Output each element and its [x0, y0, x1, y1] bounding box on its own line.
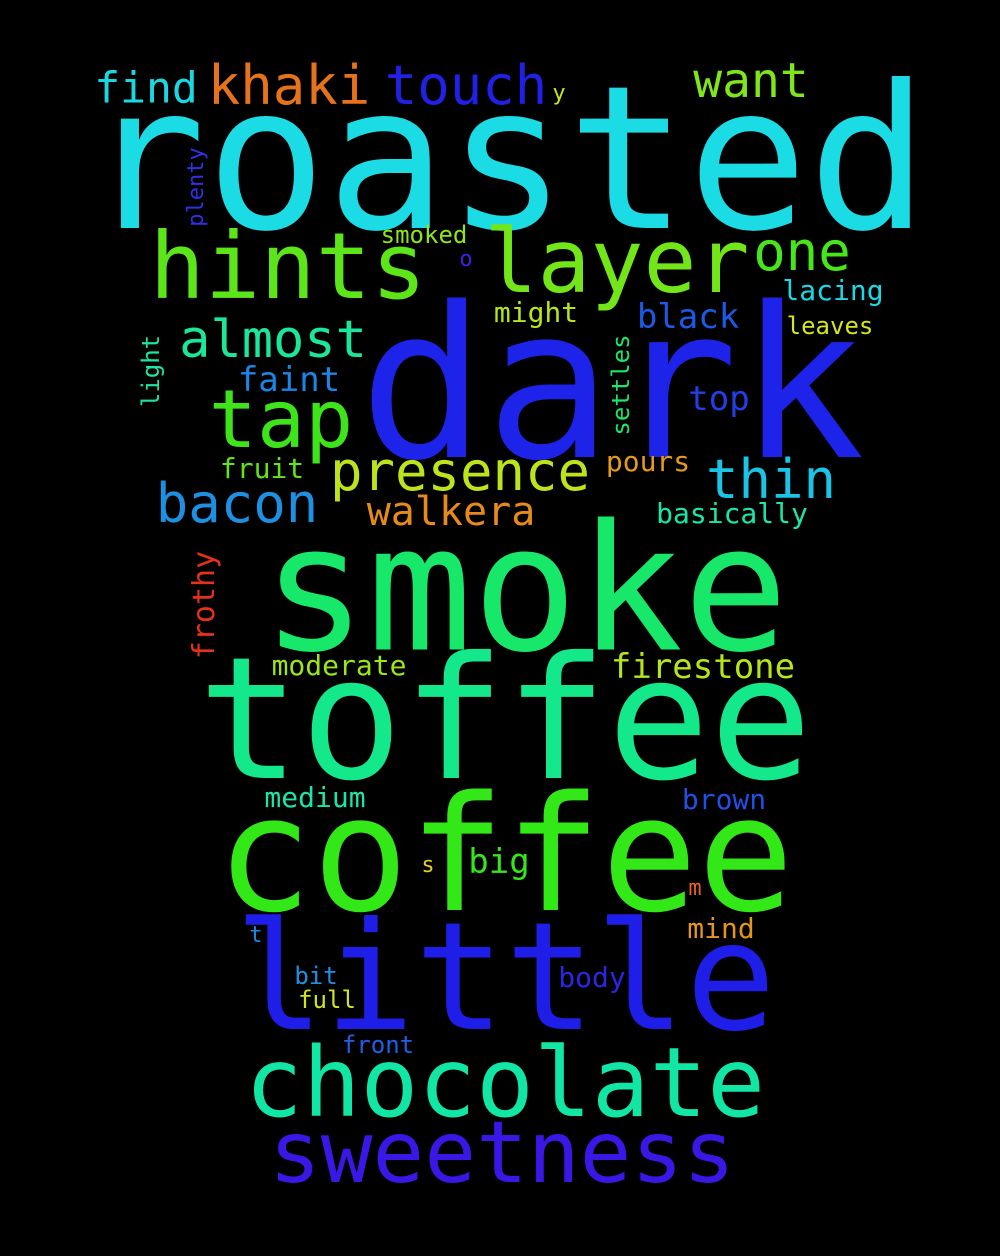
- word-brown: brown: [681, 783, 767, 816]
- word-sweetness: sweetness: [269, 1103, 735, 1203]
- word-walkera: walkera: [366, 489, 536, 535]
- word-coffee: coffee: [216, 761, 794, 948]
- word-full: full: [298, 986, 356, 1014]
- word-presence: presence: [329, 440, 591, 503]
- word-chocolate: chocolate: [244, 1027, 766, 1139]
- word-t: t: [249, 923, 263, 948]
- word-moderate: moderate: [271, 649, 407, 682]
- word-find: find: [94, 63, 198, 114]
- word-s: s: [421, 853, 435, 878]
- word-little: little: [234, 891, 776, 1065]
- word-settles: settles: [607, 334, 635, 436]
- word-touch: touch: [384, 54, 548, 117]
- word-dark: dark: [359, 262, 865, 507]
- word-hints: hints: [149, 213, 427, 320]
- word-leaves: leaves: [786, 312, 874, 340]
- word-m: m: [688, 876, 702, 901]
- word-medium: medium: [264, 781, 366, 814]
- word-might: might: [493, 296, 579, 329]
- word-firestone: firestone: [610, 647, 796, 687]
- word-khaki: khaki: [207, 54, 371, 117]
- word-tap: tap: [208, 373, 354, 466]
- word-y: y: [552, 81, 566, 106]
- word-frothy: frothy: [187, 550, 222, 660]
- word-pours: pours: [605, 445, 691, 478]
- word-faint: faint: [237, 360, 341, 400]
- word-want: want: [693, 53, 809, 109]
- word-front: front: [341, 1031, 415, 1059]
- word-body: body: [558, 961, 626, 994]
- word-toffee: toffee: [197, 621, 813, 819]
- word-light: light: [137, 334, 165, 408]
- word-basically: basically: [656, 497, 808, 530]
- word-bacon: bacon: [155, 472, 319, 535]
- word-roasted: roasted: [85, 43, 929, 276]
- word-almost: almost: [179, 310, 367, 370]
- word-one: one: [753, 220, 851, 283]
- word-big: big: [468, 842, 530, 882]
- word-lacing: lacing: [782, 274, 884, 307]
- word-layer: layer: [484, 210, 750, 313]
- word-smoked: smoked: [380, 221, 468, 249]
- word-plenty: plenty: [184, 147, 209, 227]
- word-mind: mind: [687, 912, 755, 945]
- word-smoke: smoke: [261, 488, 789, 692]
- word-o: o: [459, 247, 473, 272]
- word-fruit: fruit: [219, 452, 305, 485]
- word-black: black: [636, 297, 740, 337]
- word-top: top: [688, 379, 750, 419]
- word-bit: bit: [294, 962, 338, 990]
- word-thin: thin: [705, 448, 837, 511]
